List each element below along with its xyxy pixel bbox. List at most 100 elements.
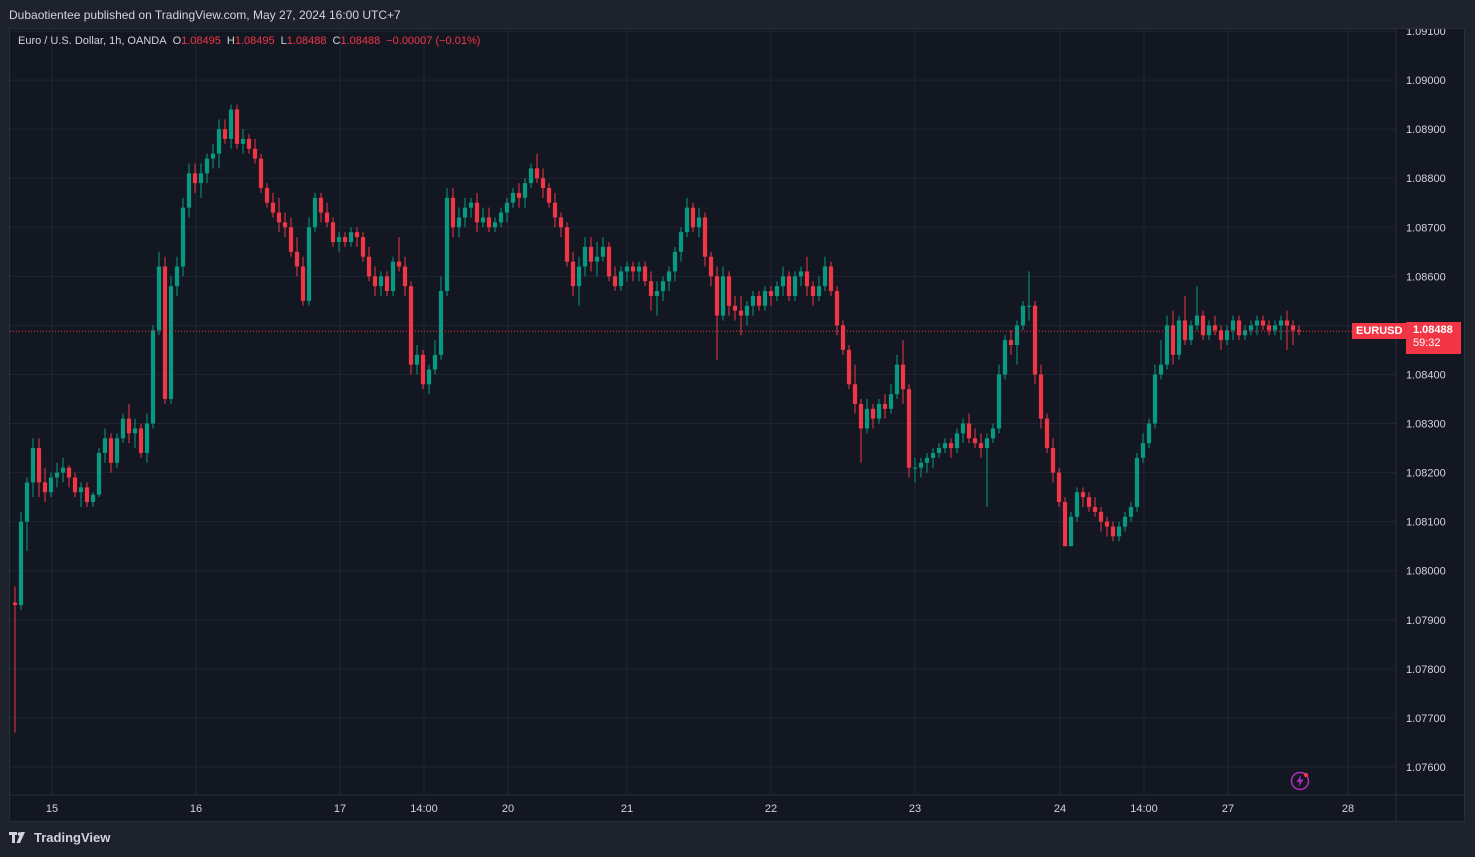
candle-body (120, 418, 126, 439)
candle-body (114, 438, 120, 463)
candle-body (858, 403, 864, 429)
last-price-value: 1.08488 (1413, 324, 1453, 336)
candle-body (726, 276, 732, 306)
candle-body (1002, 340, 1008, 375)
candle-body (1164, 325, 1170, 365)
candle-body (732, 305, 738, 311)
candle-body (492, 222, 498, 228)
candle-body (480, 217, 486, 223)
candle-body (1218, 330, 1224, 341)
candle-body (672, 251, 678, 272)
lightning-bolt-icon[interactable] (1290, 771, 1310, 791)
candle-body (1050, 448, 1056, 473)
candle-body (372, 276, 378, 287)
candle-body (486, 217, 492, 228)
candle-body (852, 384, 858, 404)
candle-body (126, 418, 132, 434)
candle-body (1278, 320, 1284, 326)
tradingview-logo-icon (9, 831, 25, 843)
candle-body (912, 467, 918, 469)
candle-body (582, 246, 588, 267)
candle-body (522, 183, 528, 198)
candle-body (828, 266, 834, 292)
candle-body (1272, 325, 1278, 331)
candle-body (570, 261, 576, 287)
candle-body (132, 428, 138, 434)
legend-close: 1.08488 (340, 35, 381, 47)
candle-body (600, 246, 606, 257)
tradingview-logo-text: TradingView (34, 830, 111, 845)
candle-body (378, 276, 384, 287)
candle-body (990, 428, 996, 439)
price-tick-label: 1.07600 (1406, 762, 1446, 774)
legend-high: 1.08495 (234, 35, 275, 47)
candle-body (1152, 374, 1158, 424)
candle-body (648, 281, 654, 296)
candle-body (1074, 492, 1080, 517)
candle-body (1158, 364, 1164, 375)
candle-body (264, 188, 270, 203)
candle-body (780, 276, 786, 287)
legend-change: −0.00007 (−0.01%) (386, 35, 481, 47)
candle-body (252, 148, 258, 159)
candle-body (882, 403, 888, 409)
candle-body (816, 286, 822, 296)
candle-body (918, 462, 924, 468)
candlestick-chart[interactable]: 1.09100 1.09000 1.08900 1.08800 1.08700 1.086… (10, 29, 1464, 821)
candle-body (840, 325, 846, 350)
price-tick-label: 1.08300 (1406, 419, 1446, 431)
time-axis[interactable]: 15 16 17 14:00 20 21 22 23 24 14:00 27 28 (46, 803, 1354, 815)
candle-body (474, 202, 480, 223)
candle-body (270, 202, 276, 213)
candle-body (162, 266, 168, 400)
header-bar: Dubaotientee published on TradingView.co… (0, 0, 1475, 28)
candle-body (168, 286, 174, 400)
candle-body (462, 207, 468, 218)
candle-body (966, 423, 972, 439)
candle-body (192, 173, 198, 184)
candle-body (1068, 516, 1074, 547)
candle-body (294, 251, 300, 267)
candle-body (606, 246, 612, 277)
candle-body (888, 394, 894, 409)
time-tick-label: 16 (190, 803, 202, 815)
candle-body (204, 158, 210, 174)
candle-body (48, 477, 54, 493)
candle-body (1092, 506, 1098, 512)
candle-body (1098, 511, 1104, 522)
candle-body (1122, 516, 1128, 527)
candle-body (42, 482, 48, 493)
candle-body (822, 266, 828, 287)
price-tick-label: 1.08600 (1406, 271, 1446, 283)
candle-body (618, 271, 624, 287)
candle-body (1008, 340, 1014, 346)
candle-body (714, 276, 720, 316)
candle-body (540, 178, 546, 189)
candle-body (1086, 497, 1092, 507)
candle-body (1062, 502, 1068, 547)
price-axis[interactable]: 1.09100 1.09000 1.08900 1.08800 1.08700 1.086… (1406, 29, 1446, 774)
candle-body (390, 261, 396, 292)
candle-body (1128, 506, 1134, 517)
candle-body (996, 374, 1002, 429)
time-tick-label: 15 (46, 803, 58, 815)
candle-body (630, 266, 636, 272)
candle-body (1044, 418, 1050, 449)
candle-body (240, 138, 246, 144)
candle-body (1032, 305, 1038, 375)
candle-body (786, 276, 792, 296)
candle-body (288, 227, 294, 252)
tradingview-logo[interactable]: TradingView (9, 830, 110, 845)
candle-body (552, 202, 558, 218)
candle-body (702, 217, 708, 257)
candle-body (690, 207, 696, 228)
chart-pane[interactable]: 1.09100 1.09000 1.08900 1.08800 1.08700 1.086… (9, 28, 1465, 822)
price-tick-label: 1.08900 (1406, 124, 1446, 136)
price-tick-label: 1.08200 (1406, 468, 1446, 480)
candle-body (66, 467, 72, 478)
time-tick-label: 22 (765, 803, 777, 815)
candle-body (984, 438, 990, 449)
candle-body (1140, 443, 1146, 458)
grid (10, 29, 1396, 795)
candle-body (354, 232, 360, 238)
